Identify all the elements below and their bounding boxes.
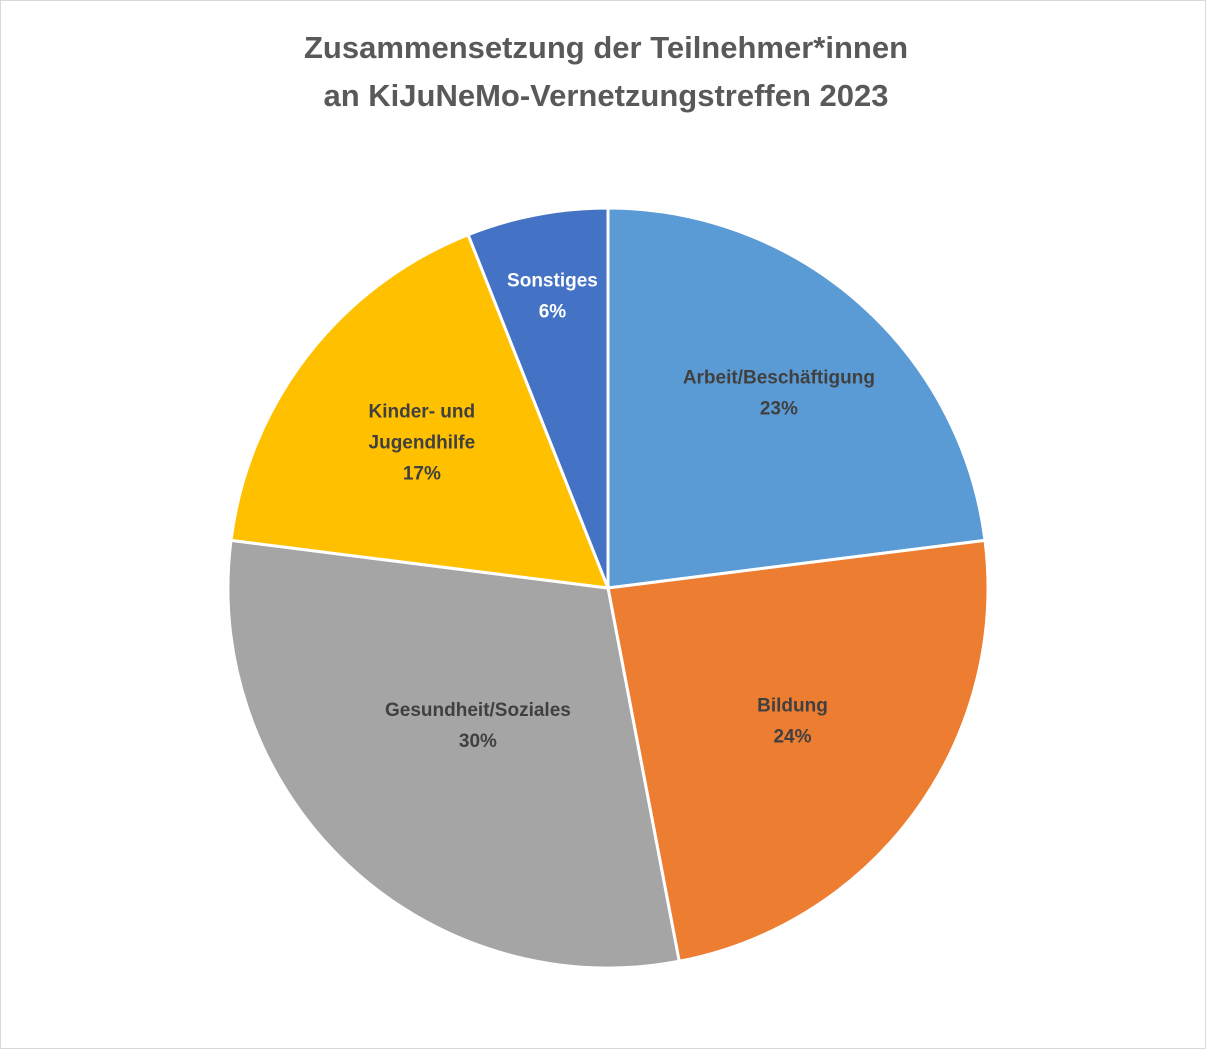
data-label-category: Gesundheit/Soziales xyxy=(385,700,571,721)
chart-title: an KiJuNeMo-Vernetzungstreffen 2023 xyxy=(323,78,888,113)
data-label-category: Bildung xyxy=(757,696,828,717)
data-label-value: 23% xyxy=(760,399,798,420)
pie-slice xyxy=(606,538,990,964)
data-label-category: Sonstiges xyxy=(507,270,598,291)
pie-slice xyxy=(606,206,987,590)
data-label-category: Kinder- und Jugendhilfe xyxy=(369,402,476,454)
pie-slice xyxy=(466,206,610,589)
data-label-value: 24% xyxy=(773,727,811,748)
pie-slice xyxy=(226,538,681,970)
data-label-value: 6% xyxy=(539,301,567,322)
chart-title: Zusammensetzung der Teilnehmer*innen xyxy=(304,30,908,65)
data-label-value: 17% xyxy=(403,464,441,485)
data-label-value: 30% xyxy=(459,731,497,752)
pie-slice xyxy=(229,232,611,590)
data-label-category: Arbeit/Beschäftigung xyxy=(683,368,875,389)
